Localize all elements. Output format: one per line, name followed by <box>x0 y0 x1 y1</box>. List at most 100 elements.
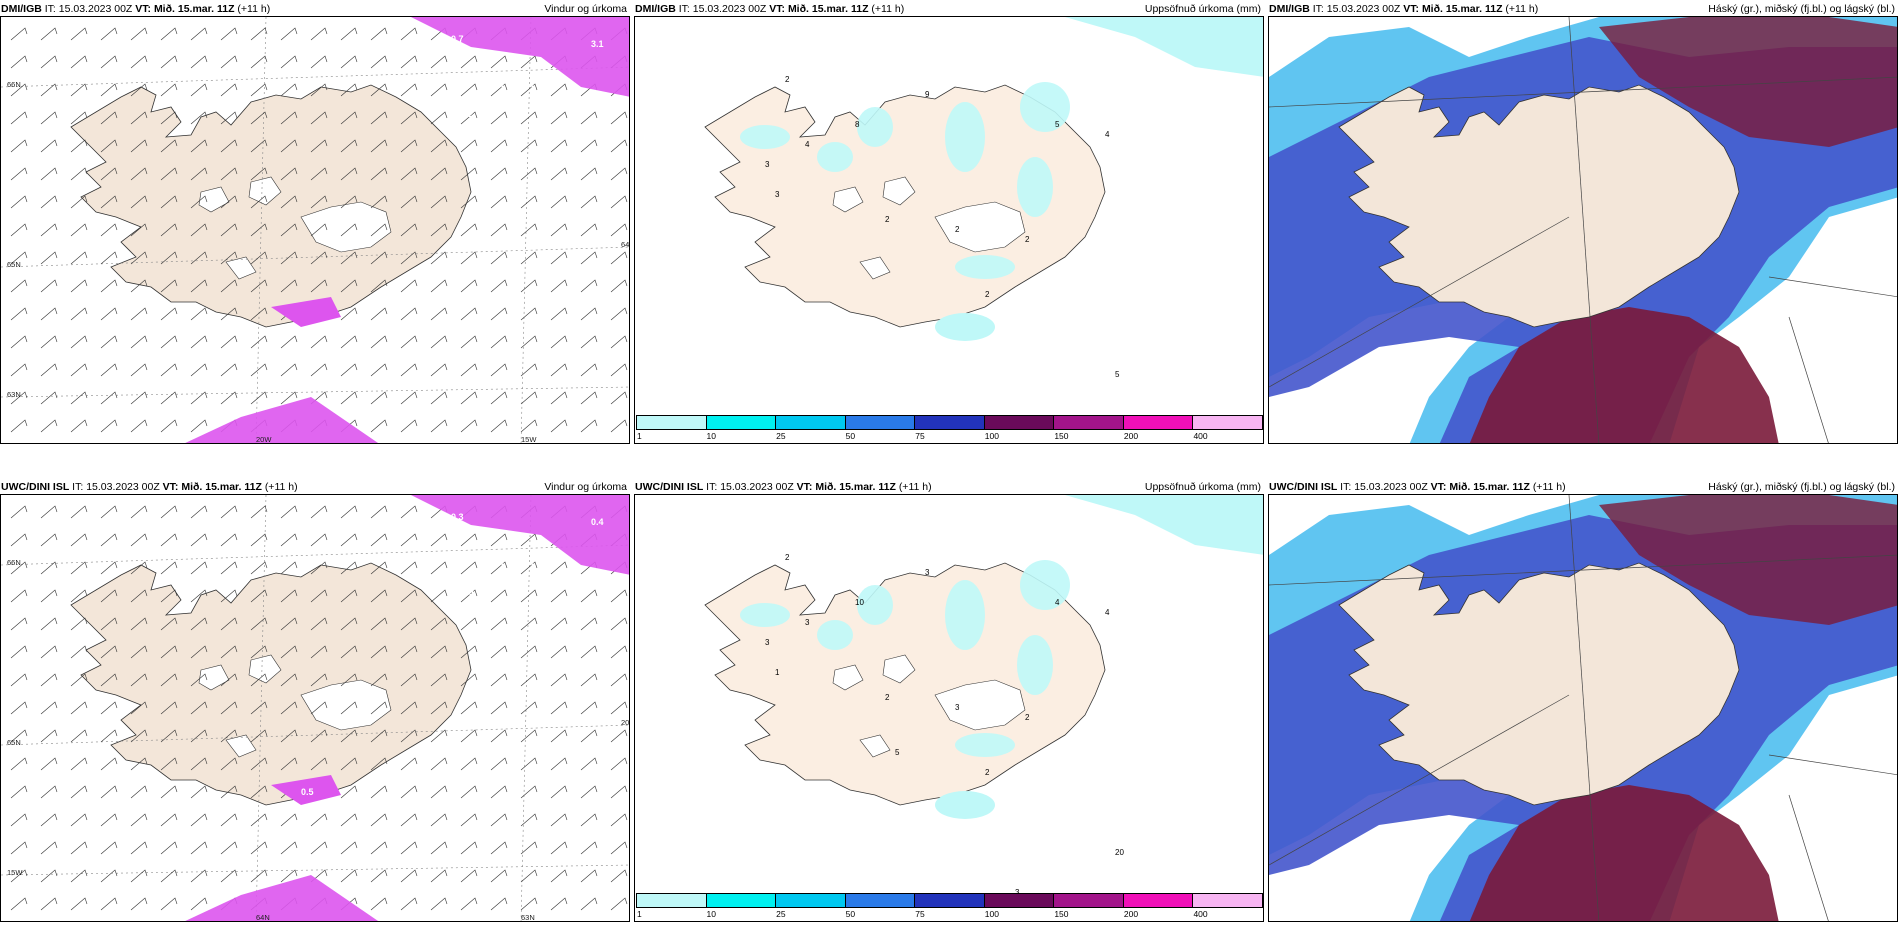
high-cloud-area-south <box>1469 785 1779 921</box>
field-name: Vindur og úrkoma <box>544 3 627 15</box>
map-panel-wind: DMI/IGB IT: 15.03.2023 00Z VT: Mið. 15.m… <box>0 0 630 460</box>
glacier-0 <box>934 679 1026 731</box>
precip-area-south <box>271 775 341 805</box>
value-label: 3 <box>925 568 930 577</box>
value-label: 2 <box>785 553 790 562</box>
colorbar-swatch <box>1192 893 1263 908</box>
value-label: 0.3 <box>451 512 464 522</box>
value-label: 0.5 <box>471 89 484 99</box>
map-area[interactable]: 66N 65N 20W 15W 64N 63N 0.7 3.1 0.5 0.3 0.9 0.3 0.2 0… <box>0 16 630 444</box>
iceland-outline <box>70 84 472 328</box>
value-label: 3 <box>775 190 780 199</box>
panel-info: UWC/DINI ISL IT: 15.03.2023 00Z VT: Mið.… <box>1 478 298 496</box>
map-area[interactable] <box>1268 16 1898 444</box>
lead-time: (+11 h) <box>898 481 932 493</box>
colorbar-swatch <box>983 415 1055 430</box>
glacier-3 <box>225 734 257 758</box>
init-time: 15.03.2023 00Z <box>86 481 160 493</box>
precip-area-offshore <box>185 875 379 921</box>
value-label: 3 <box>765 638 770 647</box>
glacier-1 <box>248 654 282 684</box>
glacier-2 <box>198 186 230 213</box>
glacier-2 <box>198 664 230 691</box>
axis-label: 65N <box>7 260 21 269</box>
accum-blob-2 <box>945 580 985 650</box>
axis-label: 20W <box>621 718 630 727</box>
glacier-0 <box>934 201 1026 253</box>
glacier-1 <box>882 176 916 206</box>
accum-blob-0 <box>740 125 790 149</box>
panel-header: UWC/DINI ISL IT: 15.03.2023 00Z VT: Mið.… <box>634 478 1264 496</box>
value-label: 2 <box>985 290 990 299</box>
precip-area-south <box>271 297 341 327</box>
init-time: 15.03.2023 00Z <box>692 3 767 15</box>
valid-time: Mið. 15.mar. 11Z <box>1421 3 1503 15</box>
accum-blob-1 <box>857 585 893 625</box>
it-label: IT: <box>678 3 690 15</box>
value-label: 20 <box>1115 848 1124 857</box>
panel-info: DMI/IGB IT: 15.03.2023 00Z VT: Mið. 15.m… <box>1269 0 1538 18</box>
panel-info: DMI/IGB IT: 15.03.2023 00Z VT: Mið. 15.m… <box>1 0 270 18</box>
high-cloud-area-north <box>1599 17 1897 147</box>
value-label: 2 <box>985 768 990 777</box>
colorbar-swatch <box>705 415 777 430</box>
glacier-1 <box>882 654 916 684</box>
axis-label: 15W <box>521 435 537 444</box>
value-label: 1 <box>775 668 780 677</box>
accum-area-offshore <box>1065 495 1263 555</box>
value-label: 4 <box>805 140 810 149</box>
colorbar-swatch <box>844 415 916 430</box>
init-time: 15.03.2023 00Z <box>720 481 794 493</box>
colorbar-swatch <box>1053 893 1124 908</box>
colorbar-tick: 1 <box>637 909 642 919</box>
axis-label: 63N <box>521 913 535 922</box>
map-area[interactable] <box>1268 494 1898 922</box>
axis-label: 66N <box>7 558 21 567</box>
high-cloud-area-north <box>1599 495 1897 625</box>
field-name: Vindur og úrkoma <box>544 481 627 493</box>
value-label: 0.9 <box>441 99 454 109</box>
iceland-outline <box>70 562 472 806</box>
vt-label: VT: <box>769 3 786 15</box>
accum-blob-0 <box>740 603 790 627</box>
field-name: Uppsöfnuð úrkoma (mm) <box>1144 481 1261 493</box>
axis-label: 63N <box>7 390 21 399</box>
panel-info: UWC/DINI ISL IT: 15.03.2023 00Z VT: Mið.… <box>635 478 932 496</box>
colorbar-swatch <box>1053 415 1124 430</box>
model-name: UWC/DINI ISL <box>635 481 704 493</box>
colorbar-tick: 150 <box>1054 909 1069 919</box>
colorbar-tick: 75 <box>915 909 925 919</box>
lead-time: (+11 h) <box>1532 481 1566 493</box>
value-label: 2 <box>1025 235 1030 244</box>
panel-header: UWC/DINI ISL IT: 15.03.2023 00Z VT: Mið.… <box>0 478 630 496</box>
axis-label: 65N <box>7 738 21 747</box>
colorbar-swatch <box>1122 893 1194 908</box>
axis-label: 64N <box>256 913 270 922</box>
colorbar-swatch <box>705 893 777 908</box>
value-label: 9 <box>925 90 930 99</box>
accum-blob-4 <box>1017 635 1053 695</box>
value-label: 0.7 <box>316 354 329 364</box>
axis-label: 15W <box>7 868 23 877</box>
value-label: 2 <box>1025 713 1030 722</box>
value-label: 5 <box>1055 120 1060 129</box>
accum-blob-south <box>935 313 995 341</box>
value-label: 4 <box>1055 598 1060 607</box>
value-label: 0.3 <box>471 567 484 577</box>
glacier-2 <box>832 664 864 691</box>
it-label: IT: <box>1340 481 1352 493</box>
field-name: Uppsöfnuð úrkoma (mm) <box>1144 3 1261 15</box>
map-area[interactable]: 66N 65N 64N 63N 20W 15W 0.3 0.4 0.3 0.5 0.4 0.7 0.9 1… <box>0 494 630 922</box>
colorbar-swatch <box>914 893 985 908</box>
accum-blob-4 <box>1017 157 1053 217</box>
value-label: 10 <box>855 598 864 607</box>
colorbar: 1 10 25 50 75 100 150 200 400 <box>636 415 1263 441</box>
it-label: IT: <box>72 481 84 493</box>
colorbar-swatch <box>636 893 707 908</box>
lead-time: (+11 h) <box>264 481 298 493</box>
map-area[interactable]: 2 3 10 3 4 4 3 1 2 3 2 2 20 5 3 <box>634 494 1264 922</box>
precip-area-offshore <box>185 397 379 443</box>
field-name: Háský (gr.), miðský (fj.bl.) og lágský (… <box>1708 3 1895 15</box>
accum-blob-5 <box>817 620 853 650</box>
